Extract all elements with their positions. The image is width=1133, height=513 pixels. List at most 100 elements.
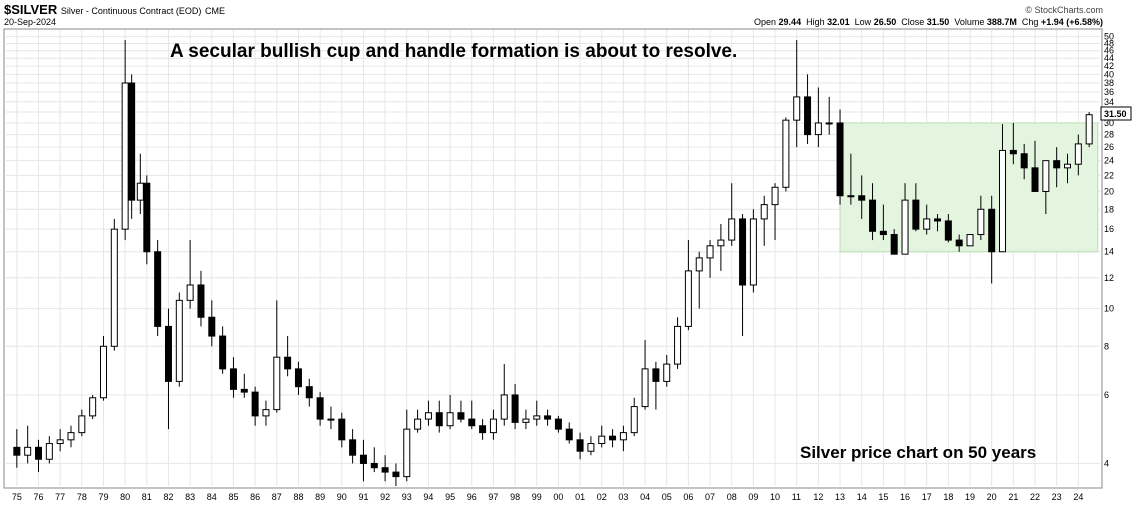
candle-body	[522, 418, 530, 423]
y-tick-label: 46	[1104, 46, 1114, 56]
candle-body	[99, 345, 107, 399]
candle-body	[1085, 114, 1093, 145]
x-tick-label: 88	[293, 492, 303, 502]
y-tick-label: 36	[1104, 87, 1114, 97]
candle-body	[121, 82, 129, 230]
candle-body	[663, 363, 671, 382]
handle-zone	[839, 122, 1099, 253]
last-price-label: 31.50	[1104, 109, 1127, 119]
x-tick-label: 23	[1052, 492, 1062, 502]
y-tick-label: 10	[1104, 304, 1114, 314]
candle-body	[533, 415, 541, 420]
candle-body	[609, 435, 617, 441]
candle-body	[782, 119, 790, 188]
x-tick-label: 85	[228, 492, 238, 502]
last-price-box	[1100, 106, 1132, 121]
y-axis: 4681012141618202224262830323436384042444…	[1104, 32, 1114, 469]
y-tick-label: 4	[1104, 458, 1109, 468]
y-tick-label: 42	[1104, 61, 1114, 71]
candle-body	[511, 394, 519, 423]
candle-body	[327, 418, 335, 421]
candle-body	[966, 234, 974, 247]
candle-body	[359, 454, 367, 464]
candle-body	[1009, 149, 1017, 155]
candle-body	[403, 428, 411, 478]
candle-body	[544, 415, 552, 420]
candle-body	[273, 356, 281, 411]
candle-body	[414, 418, 422, 430]
x-axis: 75 76 77 78 79 80 81 82 83 84 85 86 87 88 89 90 91 92 93 94…	[12, 492, 1084, 502]
x-tick-label: 24	[1073, 492, 1083, 502]
x-tick-label: 94	[423, 492, 433, 502]
candle-body	[392, 471, 400, 478]
candle-body	[110, 228, 118, 347]
high-value: 32.01	[827, 17, 850, 27]
candle-body	[489, 418, 497, 434]
candle-body	[197, 284, 205, 318]
candle-body	[836, 122, 844, 197]
candle-body	[977, 208, 985, 236]
x-tick-label: 81	[142, 492, 152, 502]
candle-body	[760, 204, 768, 220]
y-tick-label: 14	[1104, 247, 1114, 257]
volume-label: Volume	[954, 17, 985, 27]
y-tick-label: 30	[1104, 118, 1114, 128]
open-value: 29.44	[778, 17, 802, 27]
candle-body	[641, 368, 649, 408]
x-tick-label: 18	[943, 492, 953, 502]
x-tick-label: 79	[98, 492, 108, 502]
candle-body	[262, 409, 270, 417]
candle-body	[825, 122, 833, 125]
candle-body	[619, 432, 627, 441]
candle-body	[923, 218, 931, 230]
high-label: High	[806, 17, 825, 27]
low-label: Low	[854, 17, 872, 27]
y-tick-label: 12	[1104, 273, 1114, 283]
candle-body	[674, 325, 682, 365]
candle-body	[728, 218, 736, 241]
x-tick-label: 09	[748, 492, 758, 502]
candle-body	[13, 446, 21, 456]
candle-body	[294, 368, 302, 388]
x-tick-label: 06	[683, 492, 693, 502]
candle-body	[284, 356, 292, 370]
candle-body	[136, 182, 144, 201]
candle-body	[251, 391, 259, 417]
x-tick-label: 08	[727, 492, 737, 502]
candle-body	[587, 443, 595, 452]
x-tick-label: 80	[120, 492, 130, 502]
x-tick-label: 10	[770, 492, 780, 502]
candles	[13, 40, 1093, 486]
x-tick-label: 95	[445, 492, 455, 502]
candle-body	[988, 208, 996, 253]
candle-body	[695, 257, 703, 272]
y-tick-label: 38	[1104, 78, 1114, 88]
candle-body	[435, 412, 443, 427]
candle-body	[1074, 143, 1082, 165]
x-tick-label: 83	[185, 492, 195, 502]
x-tick-label: 86	[250, 492, 260, 502]
y-tick-label: 50	[1104, 32, 1114, 42]
x-tick-label: 05	[662, 492, 672, 502]
candle-body	[240, 388, 248, 393]
x-tick-label: 03	[618, 492, 628, 502]
candle-body	[446, 412, 454, 427]
close-value: 31.50	[926, 17, 950, 27]
candle-body	[814, 122, 822, 136]
y-tick-label: 44	[1104, 53, 1114, 63]
x-tick-label: 19	[965, 492, 975, 502]
symbol: $SILVER	[4, 2, 58, 17]
candle-body	[944, 220, 952, 241]
x-tick-label: 78	[77, 492, 87, 502]
candle-body	[381, 467, 389, 473]
x-tick-label: 93	[402, 492, 412, 502]
x-tick-label: 87	[272, 492, 282, 502]
x-tick-label: 21	[1008, 492, 1018, 502]
candle-body	[652, 368, 660, 382]
candle-body	[847, 195, 855, 198]
y-tick-label: 24	[1104, 156, 1114, 166]
symbol-description: Silver - Continuous Contract (EOD)	[60, 6, 202, 16]
candle-body	[128, 82, 136, 201]
x-tick-label: 98	[510, 492, 520, 502]
candle-body	[89, 397, 97, 417]
